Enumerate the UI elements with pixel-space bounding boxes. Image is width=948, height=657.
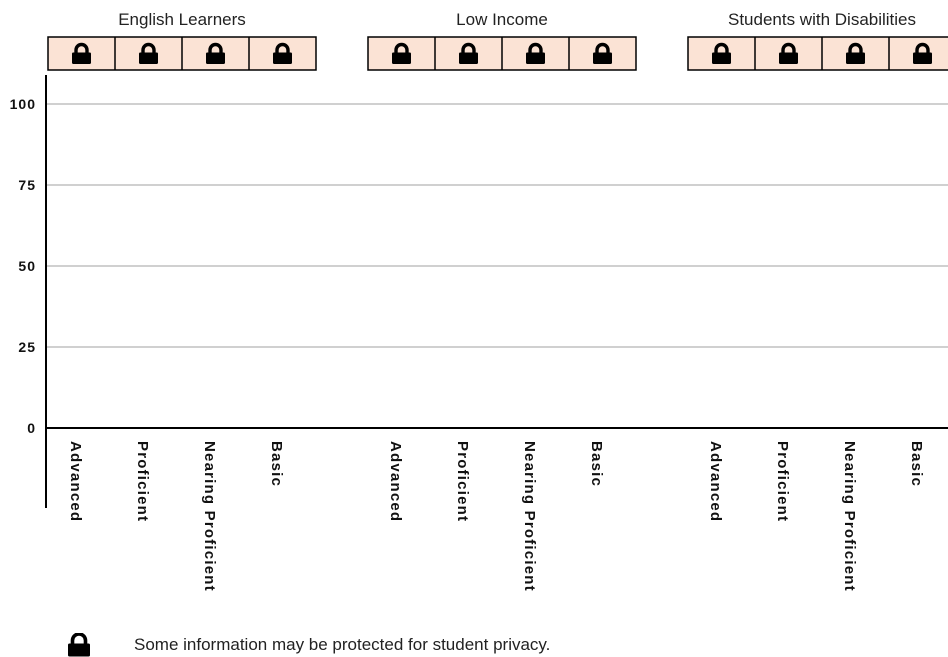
y-tick-label: 75 (18, 177, 36, 193)
lock-icon (913, 42, 932, 64)
lock-body (779, 52, 798, 64)
lock-icon (206, 42, 225, 64)
lock-body (139, 52, 158, 64)
lock-icon (273, 42, 292, 64)
lock-body (712, 52, 731, 64)
lock-shackle (915, 42, 930, 53)
lock-icon (593, 42, 612, 64)
gridlines (46, 103, 948, 348)
x-tick-label: Nearing Proficient (841, 441, 858, 592)
lock-shackle (208, 42, 223, 53)
lock-shackle (848, 42, 863, 53)
x-tick-label: Advanced (707, 441, 724, 522)
group-title: Students with Disabilities (728, 10, 916, 29)
x-tick-label: Advanced (387, 441, 404, 522)
group-header: Low Income (367, 10, 637, 71)
lock-icon (846, 42, 865, 64)
lock-shackle (141, 42, 156, 53)
lock-icon (526, 42, 545, 64)
footnote-text: Some information may be protected for st… (134, 635, 551, 654)
lock-body (593, 52, 612, 64)
lock-shackle (461, 42, 476, 53)
group-header: Students with Disabilities (687, 10, 948, 71)
lock-shackle (714, 42, 729, 53)
group-title: English Learners (118, 10, 246, 29)
lock-shackle (275, 42, 290, 53)
x-tick-label: Nearing Proficient (521, 441, 538, 592)
x-tick-label: Basic (588, 441, 605, 487)
lock-icon (459, 42, 478, 64)
group-title: Low Income (456, 10, 548, 29)
x-tick-label: Basic (908, 441, 925, 487)
x-tick-label: Basic (268, 441, 285, 487)
footnote: Some information may be protected for st… (66, 633, 550, 657)
lock-shackle (528, 42, 543, 53)
lock-icon (779, 42, 798, 64)
y-tick-labels: 0 25 50 75 100 (10, 96, 36, 436)
lock-body (526, 52, 545, 64)
y-tick-label: 50 (18, 258, 36, 274)
group-headers: English Learners Low Income Students with … (47, 10, 948, 71)
x-tick-label: Proficient (134, 441, 151, 522)
axes (45, 75, 948, 508)
lock-body (459, 52, 478, 64)
lock-icon (712, 42, 731, 64)
lock-icon (392, 42, 411, 64)
group-header: English Learners (47, 10, 317, 71)
lock-icon (72, 42, 91, 64)
lock-icon (68, 633, 90, 657)
x-tick-label: Nearing Proficient (201, 441, 218, 592)
lock-body (206, 52, 225, 64)
x-tick-label: Advanced (67, 441, 84, 522)
lock-icon (139, 42, 158, 64)
lock-body (392, 52, 411, 64)
lock-shackle (595, 42, 610, 53)
x-tick-label: Proficient (454, 441, 471, 522)
x-tick-labels: Advanced Proficient Nearing Proficient Basi… (67, 441, 925, 592)
y-tick-label: 0 (27, 420, 36, 436)
lock-shackle (781, 42, 796, 53)
lock-body (846, 52, 865, 64)
y-tick-label: 100 (10, 96, 36, 112)
lock-body (913, 52, 932, 64)
x-tick-label: Proficient (774, 441, 791, 522)
lock-shackle (394, 42, 409, 53)
lock-shackle (74, 42, 89, 53)
lock-body (273, 52, 292, 64)
y-tick-label: 25 (18, 339, 36, 355)
lock-body (72, 52, 91, 64)
